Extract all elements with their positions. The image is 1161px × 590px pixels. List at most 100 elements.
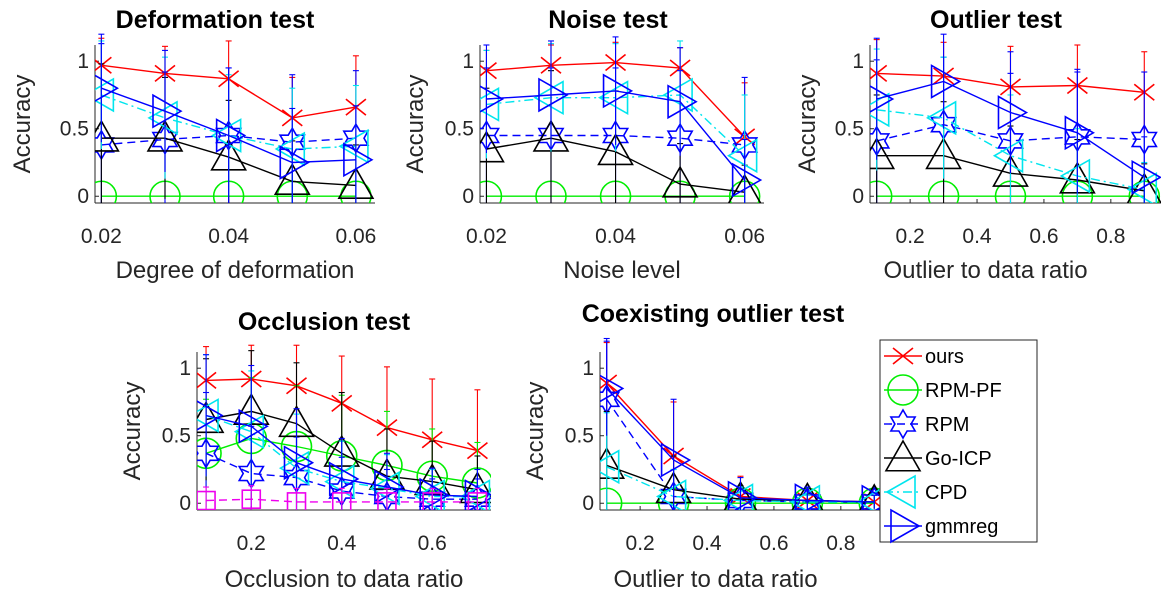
x-tick-label: 0.8	[1096, 225, 1125, 248]
x-tick-label: 0.2	[237, 532, 266, 555]
data-point-marker	[597, 133, 634, 166]
data-point-marker	[727, 173, 762, 203]
legend-label: CPD	[925, 482, 967, 504]
data-point-marker	[602, 73, 634, 109]
data-point-marker	[930, 64, 962, 99]
data-point-marker	[374, 469, 405, 505]
x-tick-label: 0.04	[208, 225, 249, 248]
y-tick-label: 0	[462, 185, 474, 208]
x-tick-label: 0.6	[1029, 225, 1058, 248]
data-point-marker	[286, 492, 307, 510]
data-point-marker	[480, 85, 505, 113]
data-point-marker	[600, 374, 625, 403]
y-tick-label: 0.5	[162, 425, 191, 448]
data-point-marker	[538, 77, 569, 113]
legend-item: RPM	[884, 408, 969, 440]
data-point-marker	[215, 118, 247, 153]
chart-title: Occlusion test	[238, 308, 411, 336]
series-line	[205, 498, 478, 503]
data-point-marker	[925, 100, 957, 136]
plot-area	[197, 344, 491, 510]
chart-panel: 0.2 0.4 0.6 0 0.5 1 Occlusion test Occlusion to…	[119, 308, 491, 590]
series-line	[486, 137, 745, 193]
series-gmmreg	[600, 340, 891, 510]
data-point-marker	[1126, 172, 1161, 203]
data-point-marker	[1126, 172, 1158, 203]
y-tick-label: 0.5	[60, 118, 89, 141]
data-point-marker	[467, 492, 488, 510]
legend-item: ours	[884, 346, 964, 368]
data-point-marker	[870, 92, 890, 128]
data-point-marker	[870, 85, 895, 113]
y-tick-label: 0.5	[445, 118, 474, 141]
y-axis-label: Accuracy	[119, 382, 146, 481]
data-point-marker	[992, 138, 1024, 174]
data-point-marker	[597, 80, 629, 116]
data-point-marker	[278, 450, 310, 486]
x-tick-label: 0.04	[595, 225, 636, 248]
data-point-marker	[211, 118, 242, 153]
x-axis-label: Noise level	[563, 257, 680, 284]
data-point-marker	[197, 490, 216, 510]
y-tick-label: 1	[582, 357, 594, 380]
data-point-marker	[95, 74, 119, 102]
chart-panel: 0.2 0.4 0.6 0.8 0 0.5 1 Outlier test Outlier to …	[794, 6, 1161, 284]
data-point-marker	[95, 77, 115, 113]
y-tick-label: 1	[179, 357, 191, 380]
chart-panel: 0.02 0.04 0.06 0 0.5 1 Noise test Noise level Ac…	[402, 6, 765, 284]
data-point-marker	[338, 128, 369, 164]
data-point-marker	[274, 131, 306, 167]
y-axis-label: Accuracy	[402, 75, 429, 174]
x-tick-label: 0.8	[826, 532, 855, 555]
legend-marker	[885, 474, 916, 510]
legend-item: CPD	[884, 474, 967, 510]
legend-label: Go-ICP	[925, 448, 992, 470]
data-point-marker	[343, 142, 374, 178]
series-line	[486, 134, 745, 146]
chart-title: Coexisting outlier test	[582, 300, 845, 328]
data-point-marker	[1059, 158, 1091, 194]
series-line	[101, 87, 356, 164]
legend-item: gmmreg	[884, 508, 998, 544]
x-axis-label: Occlusion to data ratio	[225, 566, 464, 590]
plot-area	[95, 33, 375, 203]
legend-label: RPM	[925, 414, 969, 436]
data-point-marker	[667, 84, 698, 120]
data-point-marker	[655, 479, 687, 510]
chart-title: Deformation test	[116, 6, 315, 34]
y-tick-label: 0	[852, 185, 864, 208]
y-tick-label: 0.5	[835, 118, 864, 141]
x-tick-label: 0.02	[466, 225, 507, 248]
data-point-marker	[727, 138, 758, 174]
legend-item: RPM-PF	[884, 374, 1002, 406]
data-point-marker	[727, 480, 759, 510]
plot-area	[480, 36, 763, 203]
data-point-marker	[661, 165, 699, 198]
data-point-marker	[197, 398, 219, 433]
series-cpd	[600, 412, 888, 510]
x-tick-label: 0.02	[81, 225, 122, 248]
chart-title: Outlier test	[930, 6, 1063, 34]
y-tick-label: 0.5	[565, 425, 594, 448]
data-point-marker	[377, 492, 397, 510]
data-point-marker	[794, 483, 825, 510]
x-tick-label: 0.06	[335, 225, 376, 248]
x-tick-label: 0.2	[626, 532, 655, 555]
series-cpd	[480, 40, 758, 203]
y-axis-label: Accuracy	[794, 75, 821, 174]
data-point-marker	[419, 477, 450, 510]
legend-marker	[889, 408, 917, 440]
x-tick-label: 0.6	[759, 532, 788, 555]
data-point-marker	[660, 442, 692, 478]
x-tick-label: 0.4	[692, 532, 722, 555]
data-point-marker	[279, 145, 310, 180]
data-point-marker	[369, 471, 400, 506]
data-point-marker	[152, 93, 183, 129]
data-point-marker	[1064, 115, 1095, 151]
series-line	[876, 109, 1145, 191]
x-tick-label: 0.4	[962, 225, 992, 248]
data-point-marker	[600, 449, 620, 485]
series-line	[876, 80, 1145, 178]
x-tick-label: 0.2	[896, 225, 925, 248]
series-line	[606, 388, 875, 503]
